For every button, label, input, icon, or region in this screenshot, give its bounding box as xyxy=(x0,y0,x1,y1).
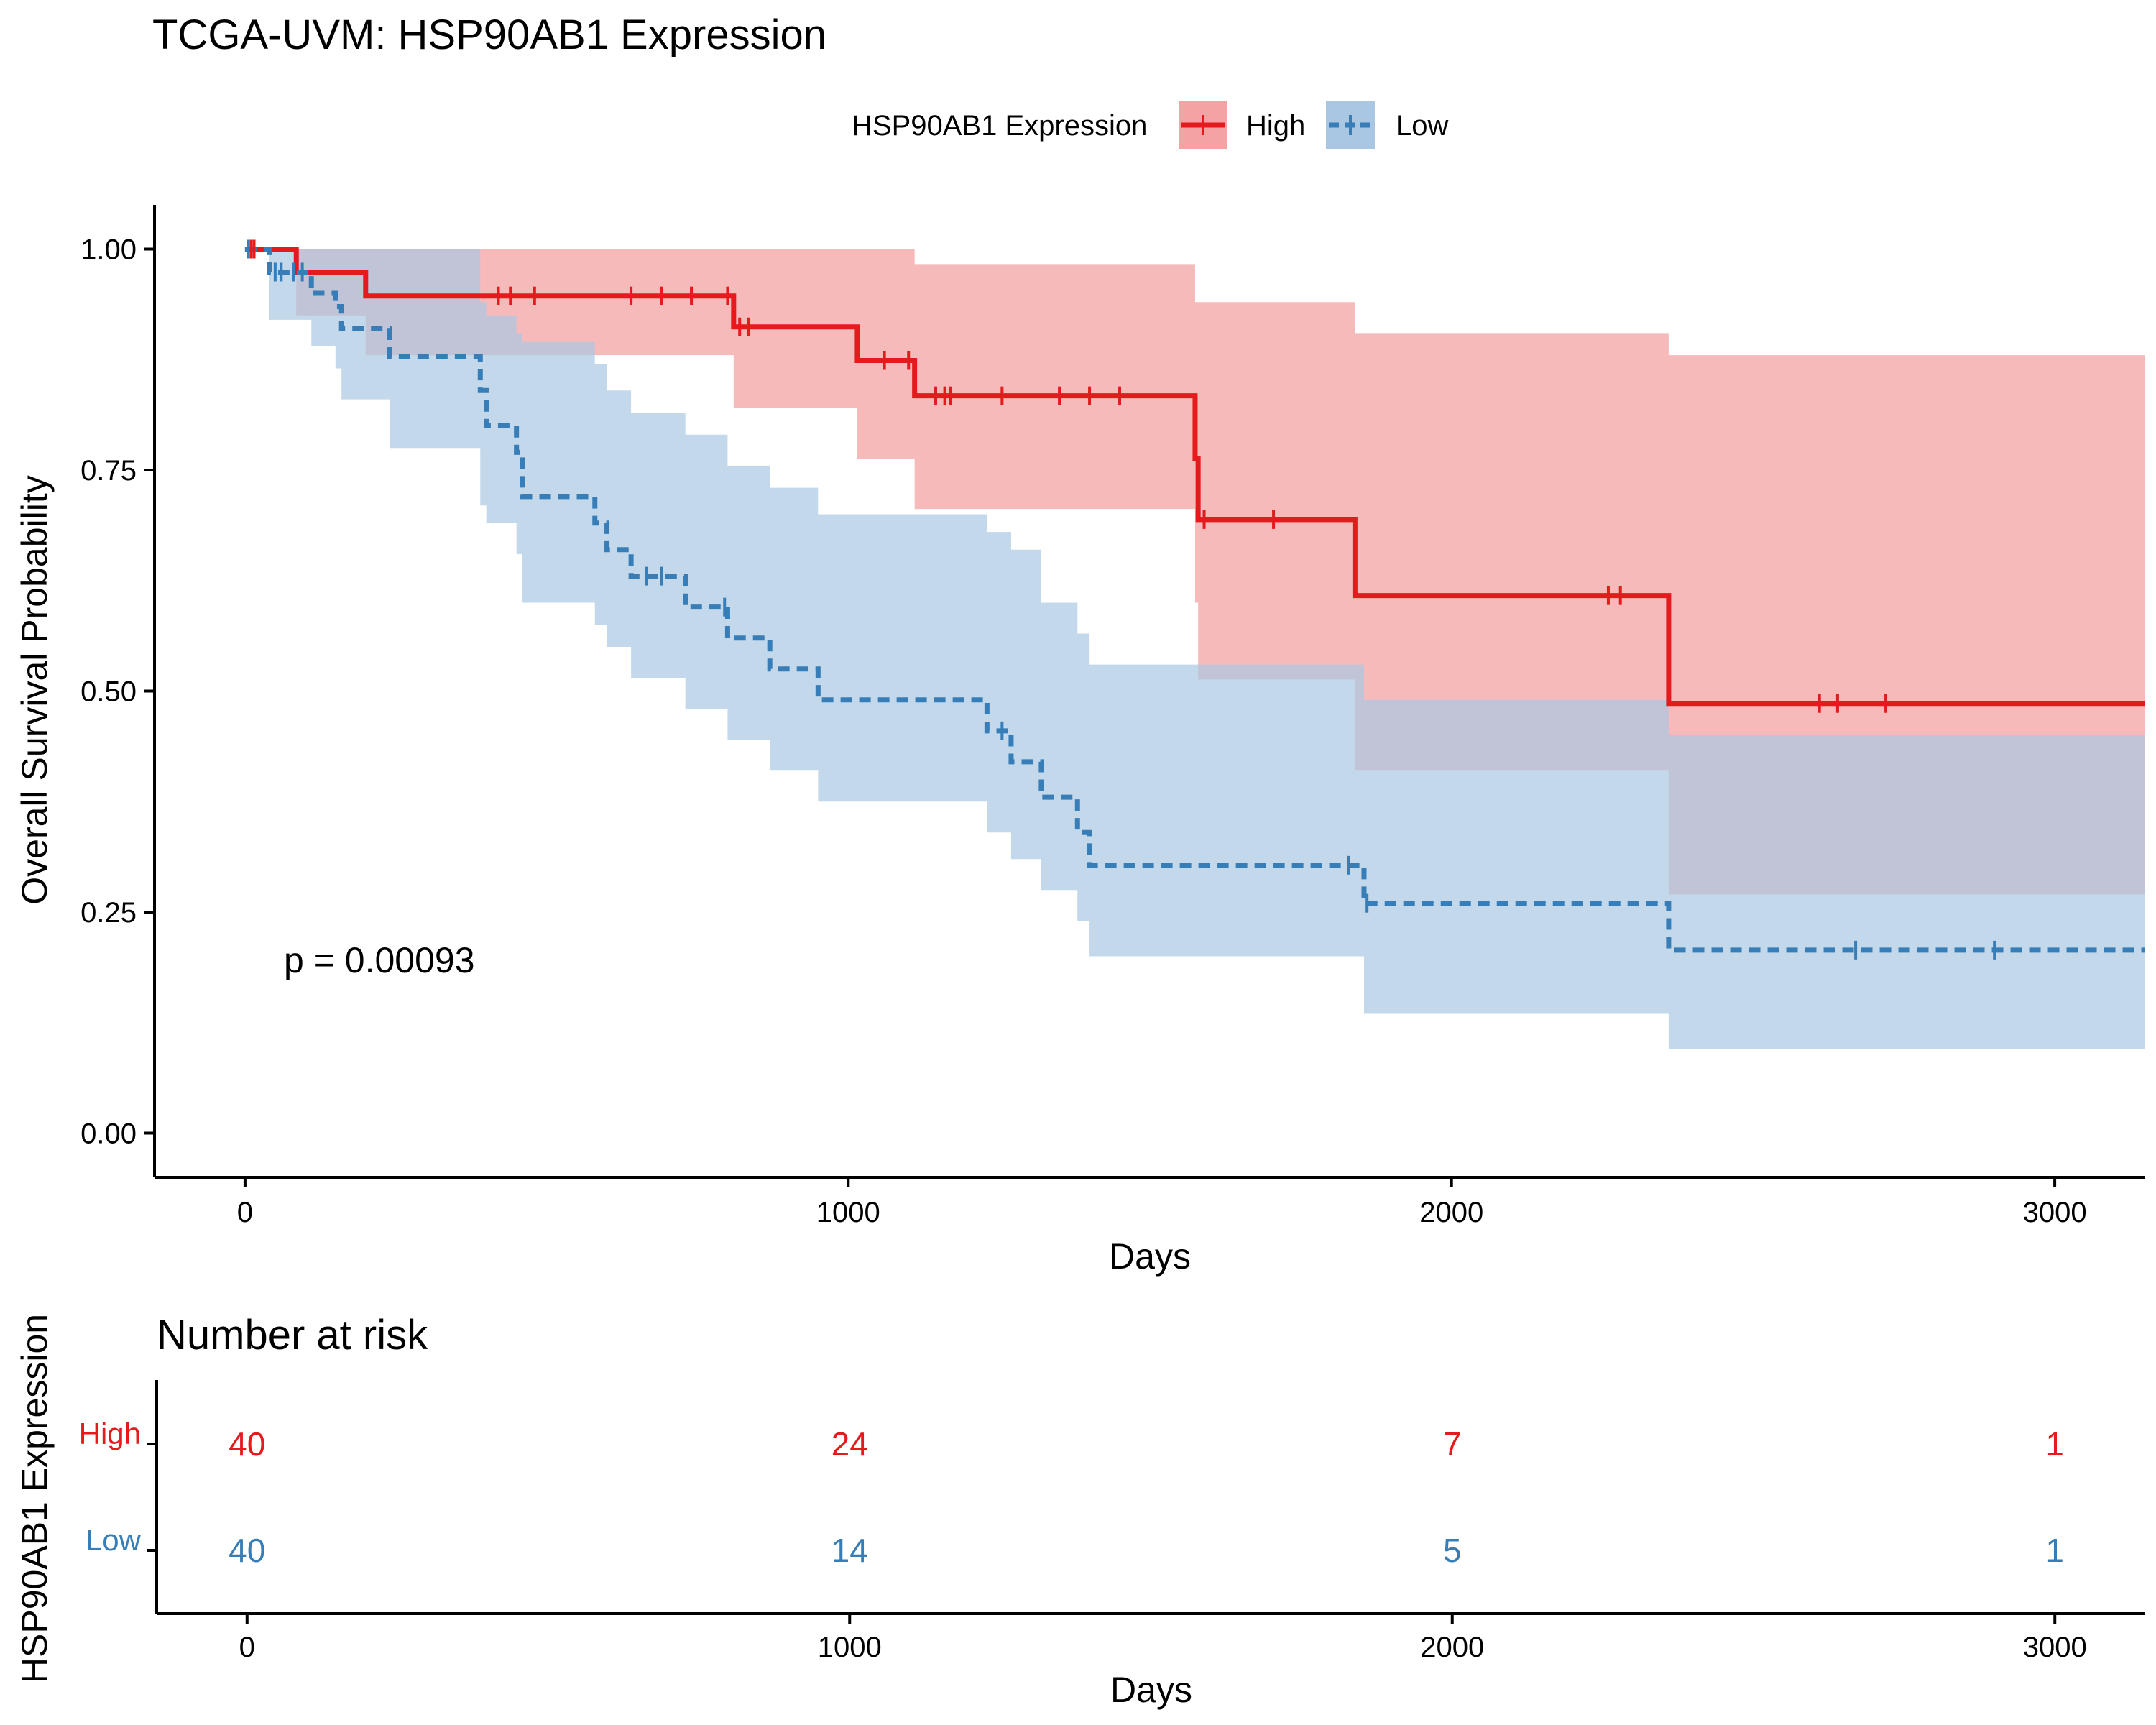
y-tick-label: 0.25 xyxy=(80,897,137,929)
risk-row-label-high: High xyxy=(79,1417,141,1450)
p-value-annotation: p = 0.00093 xyxy=(284,940,475,980)
band-high xyxy=(244,249,2145,895)
risk-row-label-low: Low xyxy=(86,1523,142,1557)
legend-entry-high: High xyxy=(1179,101,1305,150)
risk-y-axis-label: HSP90AB1 Expression xyxy=(14,1314,55,1683)
risk-x-tick-label: 2000 xyxy=(1420,1632,1484,1663)
risk-table-axes: 0 1000 2000 3000 High Low xyxy=(79,1380,2145,1663)
y-tick-label: 0.75 xyxy=(80,455,137,487)
curve-low xyxy=(244,247,2145,953)
survival-curves xyxy=(244,247,2145,953)
risk-cell-high: 1 xyxy=(2045,1425,2064,1463)
risk-cell-low: 40 xyxy=(229,1532,265,1569)
legend: HSP90AB1 Expression High Low xyxy=(852,101,1448,150)
x-tick-label: 3000 xyxy=(2023,1197,2087,1228)
risk-table-cells: 40 24 7 1 40 14 5 1 xyxy=(229,1425,2064,1569)
risk-x-tick-label: 3000 xyxy=(2023,1632,2087,1663)
x-tick-label: 1000 xyxy=(816,1197,880,1228)
risk-x-tick-label: 0 xyxy=(239,1632,255,1663)
legend-high-label: High xyxy=(1246,110,1305,142)
risk-x-axis-label: Days xyxy=(1110,1670,1192,1710)
risk-cell-high: 40 xyxy=(229,1425,265,1463)
chart-title: TCGA-UVM: HSP90AB1 Expression xyxy=(152,12,826,58)
risk-cell-high: 7 xyxy=(1443,1425,1462,1463)
risk-cell-low: 5 xyxy=(1443,1532,1462,1569)
legend-entry-low: Low xyxy=(1326,101,1448,150)
confidence-bands xyxy=(244,249,2145,1049)
risk-cell-low: 1 xyxy=(2045,1532,2064,1569)
legend-low-label: Low xyxy=(1396,110,1448,142)
censor-marks xyxy=(247,239,1996,960)
risk-cell-low: 14 xyxy=(831,1532,868,1569)
risk-table-title: Number at risk xyxy=(157,1312,428,1358)
band-low xyxy=(244,249,2145,1049)
curve-high xyxy=(244,247,2145,707)
x-axis-label: Days xyxy=(1109,1236,1191,1276)
risk-x-tick-label: 1000 xyxy=(818,1632,882,1663)
risk-cell-high: 24 xyxy=(831,1425,868,1463)
y-tick-label: 0.50 xyxy=(80,676,137,708)
x-tick-label: 2000 xyxy=(1419,1197,1483,1228)
y-tick-label: 1.00 xyxy=(80,234,137,266)
y-axis-label: Overall Survival Probability xyxy=(14,475,55,904)
survival-plot: 0.00 0.25 0.50 0.75 1.00 0 1000 2000 3000 p = 0.… xyxy=(14,205,2145,1276)
x-tick-label: 0 xyxy=(237,1197,253,1228)
risk-table: Number at risk 0 1000 2000 3000 High Low 40 24… xyxy=(14,1312,2145,1710)
y-tick-label: 0.00 xyxy=(80,1118,137,1150)
main-axes: 0.00 0.25 0.50 0.75 1.00 0 1000 2000 3000 xyxy=(80,205,2145,1228)
legend-title: HSP90AB1 Expression xyxy=(852,110,1147,142)
